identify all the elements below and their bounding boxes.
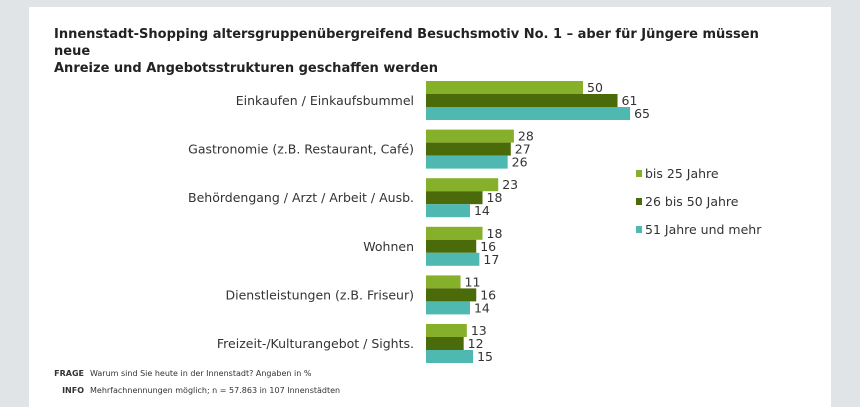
category-label: Behördengang / Arzt / Arbeit / Ausb. <box>188 190 414 205</box>
value-label: 23 <box>502 177 518 192</box>
title-line-2: Anreize und Angebotsstrukturen geschaffe… <box>54 61 438 76</box>
value-label: 12 <box>468 336 484 351</box>
value-label: 18 <box>487 226 503 241</box>
legend-label: 51 Jahre und mehr <box>645 222 762 237</box>
bar <box>426 191 483 205</box>
value-label: 27 <box>515 142 531 157</box>
legend-swatch <box>636 226 642 233</box>
bar <box>426 337 464 350</box>
bar <box>426 155 508 169</box>
legend-label: 26 bis 50 Jahre <box>645 194 739 209</box>
bar <box>426 275 461 289</box>
value-label: 16 <box>480 239 496 254</box>
bar <box>426 107 631 120</box>
bar <box>426 226 483 240</box>
value-label: 65 <box>634 106 650 121</box>
category-label: Dienstleistungen (z.B. Friseur) <box>225 287 414 302</box>
value-label: 18 <box>487 190 503 205</box>
bar <box>426 129 514 143</box>
bar <box>426 142 511 156</box>
title-line-1: Innenstadt-Shopping altersgruppenübergre… <box>54 27 759 59</box>
bar <box>426 94 618 107</box>
bar <box>426 252 480 266</box>
info-text: Mehrfachnennungen möglich; n = 57.863 in… <box>90 386 341 395</box>
bar <box>426 178 499 192</box>
info-key: INFO <box>62 386 84 395</box>
value-label: 50 <box>587 80 603 95</box>
bar <box>426 324 467 337</box>
legend-label: bis 25 Jahre <box>645 166 719 181</box>
value-label: 28 <box>518 129 534 144</box>
value-label: 11 <box>465 274 481 289</box>
bar <box>426 301 470 315</box>
category-label: Einkaufen / Einkaufsbummel <box>236 93 414 108</box>
bar <box>426 239 477 253</box>
legend-swatch <box>636 170 642 177</box>
category-label: Freizeit-/Kulturangebot / Sights. <box>217 336 414 351</box>
category-label: Gastronomie (z.B. Restaurant, Café) <box>188 142 414 157</box>
value-label: 61 <box>622 93 638 108</box>
bar <box>426 350 474 363</box>
value-label: 15 <box>477 349 493 364</box>
frage-text: Warum sind Sie heute in der Innenstadt? … <box>90 369 312 378</box>
bar <box>426 81 583 94</box>
category-label: Wohnen <box>363 239 414 254</box>
value-label: 14 <box>474 203 490 218</box>
value-label: 13 <box>471 323 487 338</box>
bar <box>426 204 470 218</box>
value-label: 17 <box>483 252 499 267</box>
chart-title: Innenstadt-Shopping altersgruppenübergre… <box>54 26 794 77</box>
value-label: 14 <box>474 300 490 315</box>
legend-swatch <box>636 198 642 205</box>
bar <box>426 288 477 302</box>
value-label: 26 <box>512 155 528 170</box>
frage-key: FRAGE <box>54 369 84 378</box>
value-label: 16 <box>480 287 496 302</box>
